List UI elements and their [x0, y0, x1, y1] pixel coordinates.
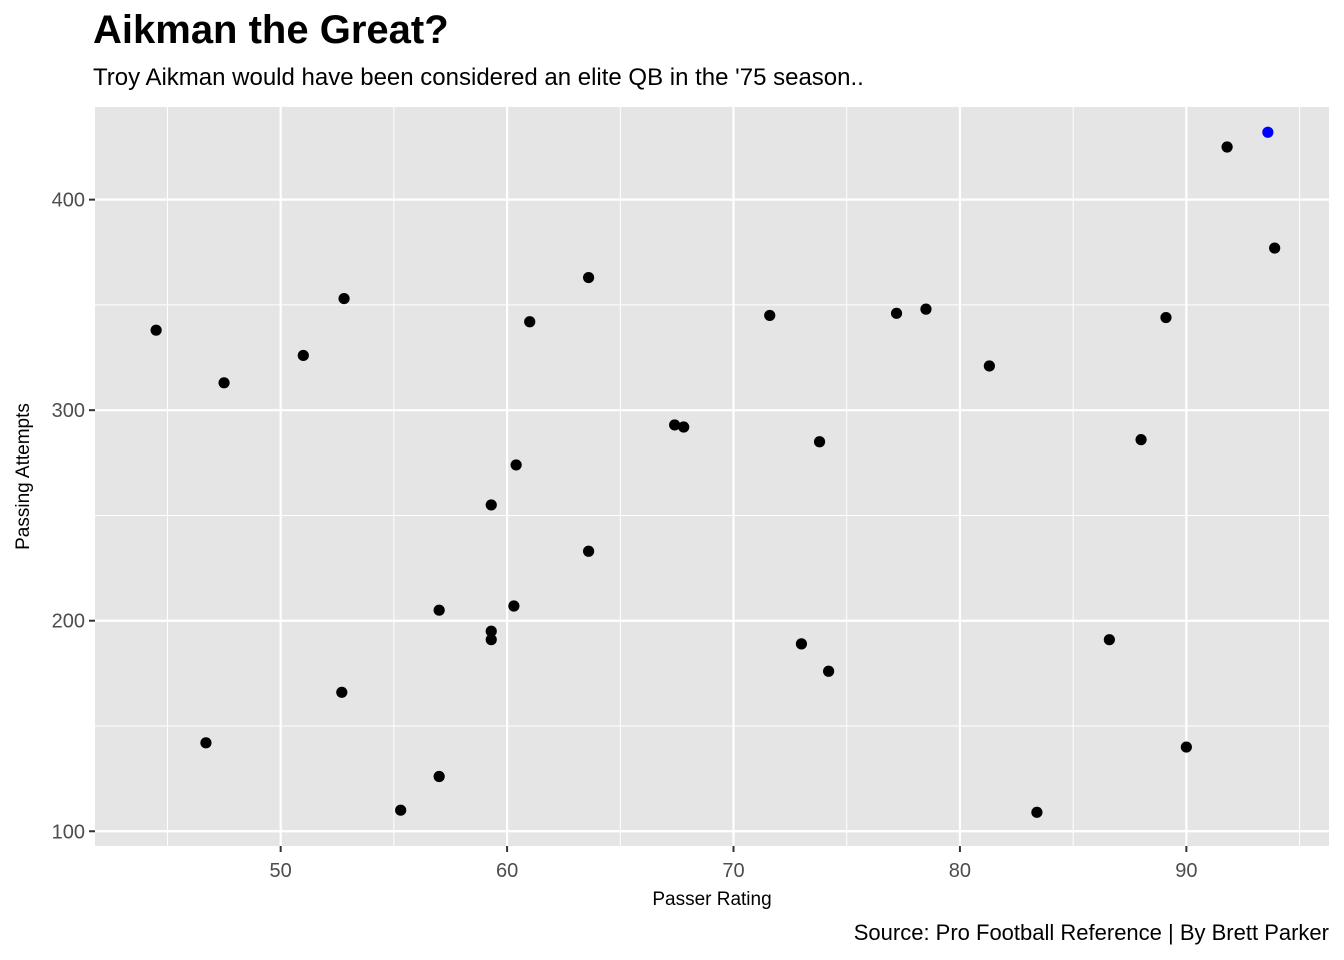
y-axis-title: Passing Attempts: [13, 403, 34, 550]
data-point: [795, 638, 808, 650]
data-point: [920, 303, 932, 315]
data-point: [1160, 311, 1172, 324]
data-point: [813, 436, 826, 448]
x-tick-label: 90: [1175, 860, 1197, 882]
axis-ticks: 50 60 70 80 90 100 200 300 400: [52, 190, 1198, 882]
data-point: [338, 292, 350, 305]
x-tick-label: 70: [722, 860, 744, 882]
data-points: [150, 126, 1281, 818]
plot-panel: [95, 107, 1329, 846]
data-point: [510, 459, 522, 471]
data-point: [983, 360, 995, 372]
data-point: [433, 604, 445, 616]
data-point: [583, 271, 595, 284]
data-point: [485, 634, 497, 646]
highlighted-data-point: [1262, 126, 1274, 138]
data-point: [485, 499, 497, 511]
data-point: [218, 377, 230, 389]
x-axis-title: Passer Rating: [652, 889, 771, 910]
minor-gridlines: [95, 107, 1329, 846]
data-point: [1221, 141, 1233, 153]
x-tick-label: 80: [949, 860, 971, 882]
chart-subtitle: Troy Aikman would have been considered a…: [93, 64, 864, 91]
data-point: [336, 686, 348, 698]
x-tick-label: 50: [270, 860, 292, 882]
data-point: [1031, 806, 1043, 818]
data-point: [678, 421, 690, 433]
data-point: [395, 804, 407, 816]
data-point: [1135, 434, 1147, 446]
data-point: [583, 545, 595, 557]
data-point: [433, 770, 445, 783]
data-point: [890, 307, 903, 319]
data-point: [200, 737, 212, 749]
data-point: [150, 324, 162, 336]
data-point: [1180, 741, 1192, 753]
data-point: [669, 419, 681, 431]
chart-caption: Source: Pro Football Reference | By Bret…: [853, 920, 1329, 945]
data-point: [485, 625, 497, 637]
y-tick-label: 400: [52, 190, 85, 212]
chart-title: Aikman the Great?: [93, 8, 449, 52]
data-point: [524, 316, 536, 328]
x-tick-label: 60: [496, 860, 518, 882]
y-tick-label: 100: [52, 821, 85, 843]
y-tick-label: 200: [52, 611, 85, 633]
data-point: [764, 309, 776, 322]
major-gridlines: [95, 107, 1329, 846]
data-point: [508, 600, 520, 612]
data-point: [823, 665, 835, 677]
y-tick-label: 300: [52, 400, 85, 422]
data-point: [1269, 242, 1281, 254]
data-point: [1103, 634, 1115, 646]
data-point: [297, 349, 309, 362]
